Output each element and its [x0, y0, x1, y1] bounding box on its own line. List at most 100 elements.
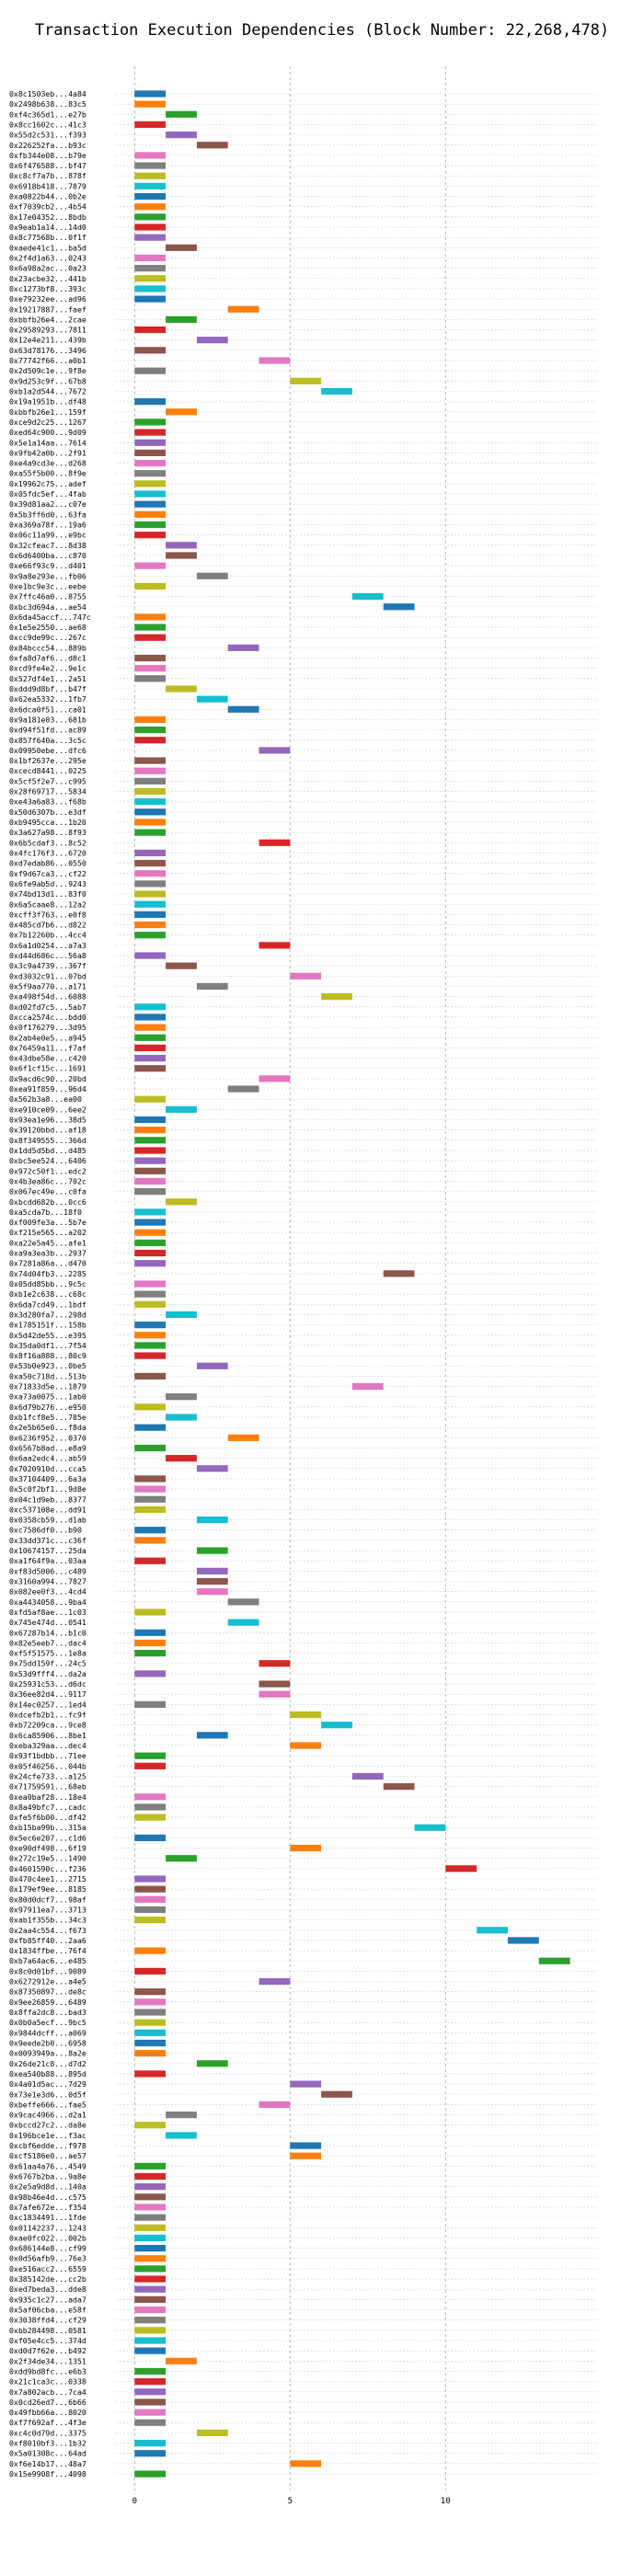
- y-tick-label: 0xbbfb26e4...2cae: [9, 315, 86, 324]
- y-tick-label: 0xf8010bf3...1b32: [9, 2439, 86, 2448]
- dependency-bar: [134, 1444, 167, 1452]
- y-tick-label: 0x5cf5f2e7...c995: [9, 776, 86, 785]
- y-tick-label: 0x5c0f2bf1...9d8e: [9, 1484, 86, 1494]
- row-gridlines: [116, 93, 598, 2475]
- dependency-bar: [290, 2080, 322, 2088]
- y-tick-label: 0xa498f54d...6088: [9, 992, 86, 1002]
- y-tick-label: 0x97911ea7...3713: [9, 1905, 86, 1914]
- dependency-bar: [134, 1372, 167, 1380]
- dependency-bar: [134, 787, 167, 796]
- dependency-bar: [507, 1937, 539, 1944]
- dependency-bar: [134, 1352, 167, 1359]
- y-tick-label: 0x9eede2b0...6958: [9, 2038, 86, 2047]
- y-tick-label: 0x6d6400ba...c870: [9, 551, 86, 560]
- dependency-bar: [134, 1024, 167, 1031]
- y-tick-label: 0x686144e8...cf99: [9, 2244, 86, 2253]
- dependency-bar: [134, 1229, 167, 1236]
- y-tick-label: 0xf4c365d1...e27b: [9, 109, 86, 119]
- y-tick-label: 0xc1834491...1fde: [9, 2213, 86, 2222]
- dependency-bar: [134, 1167, 167, 1174]
- dependency-bar: [134, 1557, 167, 1564]
- dependency-bar: [166, 685, 197, 693]
- dependency-bar: [166, 552, 197, 559]
- dependency-bar: [134, 808, 167, 816]
- y-tick-label: 0xe79232ee...ad96: [9, 294, 86, 303]
- dependency-bar: [134, 829, 167, 836]
- dependency-bar: [227, 1598, 259, 1606]
- dependency-bar: [227, 1085, 259, 1093]
- y-tick-label: 0x9acd6c90...20bd: [9, 1074, 86, 1083]
- x-tick-label: 0: [132, 2497, 137, 2506]
- dependency-bar: [134, 1649, 167, 1657]
- dependency-bar: [134, 1095, 167, 1103]
- y-tick-label: 0x1e5e2550...ae68: [9, 623, 86, 632]
- y-tick-label: 0x3160a994...7827: [9, 1577, 86, 1586]
- y-tick-labels: 0x8c1503eb...4a840x2498b638...83c50xf4c3…: [9, 89, 91, 2479]
- dependency-bar: [134, 203, 167, 211]
- y-tick-label: 0x87350897...de8c: [9, 1987, 86, 1997]
- y-tick-label: 0xc1273bf8...393c: [9, 284, 86, 293]
- y-tick-label: 0xcf5186e0...ae57: [9, 2151, 86, 2160]
- dependency-bar: [134, 1208, 167, 1216]
- dependency-bar: [166, 1414, 197, 1421]
- dependency-bar: [166, 1198, 197, 1206]
- y-tick-label: 0x6dca0f51...ca01: [9, 704, 86, 714]
- y-tick-label: 0xd94f51fd...ac89: [9, 726, 86, 735]
- dependency-bar: [166, 542, 197, 549]
- dependency-bar: [134, 1003, 167, 1011]
- dependency-bar: [134, 737, 167, 744]
- y-tick-label: 0xa369a78f...19a6: [9, 521, 86, 530]
- dependency-bar: [321, 1722, 352, 1729]
- y-tick-label: 0x24cfe733...a125: [9, 1771, 86, 1780]
- y-tick-label: 0x71833d5e...1879: [9, 1382, 86, 1391]
- y-tick-label: 0xe516acc2...6559: [9, 2264, 86, 2273]
- y-tick-label: 0x2aa4c554...f673: [9, 1926, 86, 1935]
- y-tick-label: 0x61aa4a76...4549: [9, 2161, 86, 2170]
- dependency-bar: [134, 2070, 167, 2078]
- dependency-bar: [134, 2399, 167, 2406]
- dependency-bar: [134, 2265, 167, 2273]
- y-tick-label: 0x53d9fff4...da2a: [9, 1669, 86, 1678]
- y-tick-label: 0xb1e2c638...c68c: [9, 1289, 86, 1299]
- dependency-bar: [134, 634, 167, 641]
- y-tick-label: 0xa55f5b00...8f9e: [9, 469, 86, 478]
- dependency-bar: [166, 132, 197, 139]
- y-tick-label: 0xd3032c91...07bd: [9, 971, 86, 980]
- y-tick-label: 0x226252fa...b93c: [9, 141, 86, 150]
- dependency-bar: [290, 1844, 322, 1852]
- y-tick-label: 0xd02fd7c5...5ab7: [9, 1002, 86, 1012]
- dependency-bar: [134, 716, 167, 724]
- y-tick-label: 0x9a8e293e...fb06: [9, 571, 86, 580]
- dependency-bar: [134, 1793, 167, 1801]
- y-tick-label: 0x7281a86a...d470: [9, 1259, 86, 1268]
- y-tick-label: 0xcff3f763...e0f8: [9, 910, 86, 919]
- dependency-bar: [259, 1977, 291, 1986]
- y-tick-label: 0xc7586df0...b90: [9, 1526, 82, 1535]
- dependency-bar: [134, 2450, 167, 2457]
- dependency-bar: [134, 1280, 167, 1288]
- dependency-bar: [290, 1742, 322, 1749]
- y-tick-label: 0x0d56afb9...76e3: [9, 2254, 86, 2263]
- y-tick-label: 0xcecd8441...0225: [9, 766, 86, 775]
- y-tick-label: 0xea0baf28...18e4: [9, 1792, 86, 1802]
- dependency-bar: [259, 1075, 291, 1082]
- dependency-bar: [134, 2409, 167, 2416]
- y-tick-label: 0x32cfeac7...8d38: [9, 541, 86, 550]
- y-tick-label: 0xe1bc9e3c...eebe: [9, 581, 86, 590]
- dependency-bar: [166, 1455, 197, 1462]
- dependency-bar: [134, 1895, 167, 1903]
- y-tick-label: 0x35da0df1...7f54: [9, 1341, 86, 1350]
- dependency-bar: [166, 1311, 197, 1319]
- y-tick-label: 0xbcdd682b...0cc6: [9, 1197, 86, 1207]
- bars: [134, 90, 570, 2478]
- dependency-bar: [290, 972, 322, 979]
- dependency-bar: [134, 1506, 167, 1514]
- y-tick-label: 0xf83d5006...c489: [9, 1566, 86, 1575]
- y-tick-label: 0x9eab1a14...14d0: [9, 223, 86, 232]
- dependency-bar: [134, 470, 167, 477]
- dependency-bar: [134, 275, 167, 282]
- y-tick-label: 0xf215e565...a202: [9, 1228, 86, 1237]
- dependency-bar: [134, 1700, 167, 1708]
- y-tick-label: 0x5e1a14aa...7614: [9, 438, 86, 447]
- y-tick-label: 0x39d81aa2...c07e: [9, 499, 86, 509]
